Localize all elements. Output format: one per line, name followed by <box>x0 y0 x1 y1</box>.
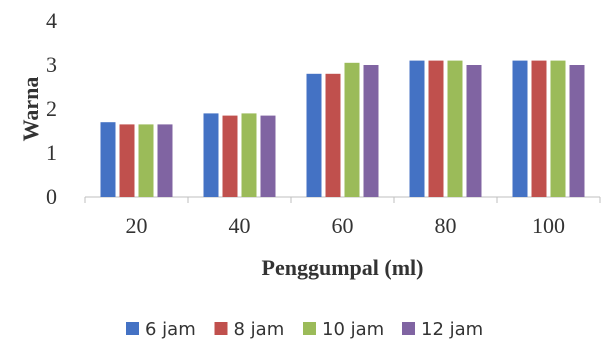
y-tick-label: 2 <box>46 96 57 121</box>
y-tick-label: 3 <box>46 52 57 77</box>
bar-12-jam-80 <box>466 65 482 197</box>
y-tick-label: 0 <box>46 184 57 209</box>
bar-12-jam-60 <box>363 65 379 197</box>
bar-10-jam-20 <box>138 124 154 197</box>
bar-8-jam-60 <box>325 73 341 197</box>
bar-8-jam-20 <box>119 124 135 197</box>
legend-label: 12 jam <box>421 319 483 340</box>
x-tick-label: 20 <box>126 213 148 238</box>
bar-10-jam-60 <box>344 62 360 197</box>
x-tick-label: 80 <box>435 213 457 238</box>
x-axis-ticks <box>84 197 601 203</box>
bar-8-jam-100 <box>531 60 547 197</box>
bar-12-jam-20 <box>157 124 173 197</box>
y-tick-label: 4 <box>46 8 57 33</box>
legend-swatch <box>214 322 228 335</box>
bar-6-jam-20 <box>100 122 116 197</box>
y-tick-label: 1 <box>46 140 57 165</box>
x-tick-label: 100 <box>532 213 565 238</box>
bar-10-jam-100 <box>550 60 566 197</box>
x-axis-title: Penggumpal (ml) <box>262 255 424 280</box>
y-axis-title: Warna <box>18 77 43 142</box>
bars <box>100 60 585 197</box>
y-axis: 0 1 2 3 4 <box>46 8 57 209</box>
bar-8-jam-40 <box>222 115 238 197</box>
legend: 6 jam 8 jam 10 jam 12 jam <box>126 319 483 340</box>
bar-12-jam-40 <box>260 115 276 197</box>
legend-swatch <box>402 322 415 335</box>
plot-area <box>84 60 601 203</box>
bar-10-jam-80 <box>447 60 463 197</box>
bar-10-jam-40 <box>241 113 257 197</box>
bar-6-jam-80 <box>409 60 425 197</box>
x-tick-label: 40 <box>229 213 251 238</box>
bar-8-jam-80 <box>428 60 444 197</box>
bar-6-jam-40 <box>203 113 219 197</box>
legend-swatch <box>126 322 139 335</box>
x-axis-labels: 20 40 60 80 100 <box>126 213 566 238</box>
legend-label: 8 jam <box>234 319 285 340</box>
x-tick-label: 60 <box>332 213 354 238</box>
legend-label: 10 jam <box>322 319 384 340</box>
legend-label: 6 jam <box>145 319 196 340</box>
bar-6-jam-100 <box>512 60 528 197</box>
bar-12-jam-100 <box>569 65 585 197</box>
legend-swatch <box>303 322 316 335</box>
bar-6-jam-60 <box>306 73 322 197</box>
